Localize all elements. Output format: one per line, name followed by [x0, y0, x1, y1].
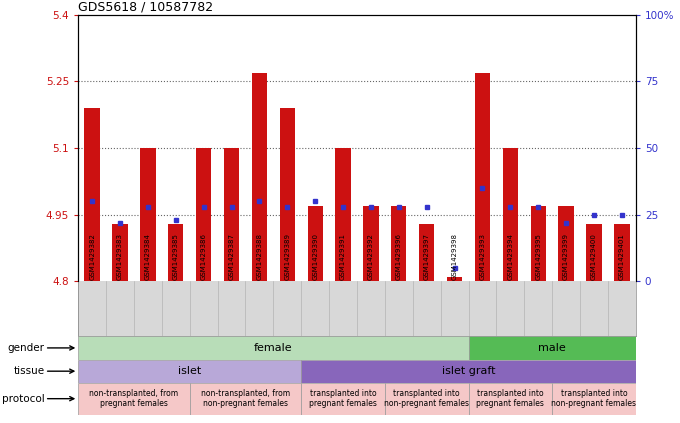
Text: protocol: protocol	[2, 394, 74, 404]
Text: non-transplanted, from
pregnant females: non-transplanted, from pregnant females	[89, 389, 179, 408]
Bar	[335, 148, 351, 281]
Bar	[363, 206, 379, 281]
Bar	[503, 148, 518, 281]
Bar	[586, 224, 602, 281]
Text: female: female	[254, 343, 292, 353]
Bar	[301, 383, 385, 415]
Bar	[224, 148, 239, 281]
Bar	[614, 224, 630, 281]
Bar	[196, 148, 211, 281]
Text: male: male	[539, 343, 566, 353]
Bar	[558, 206, 574, 281]
Text: transplanted into
pregnant females: transplanted into pregnant females	[309, 389, 377, 408]
Bar	[447, 277, 462, 281]
Bar	[252, 73, 267, 281]
Bar	[391, 206, 407, 281]
Bar	[385, 383, 469, 415]
Bar	[279, 108, 295, 281]
Bar	[78, 336, 469, 360]
Text: transplanted into
pregnant females: transplanted into pregnant females	[477, 389, 544, 408]
Text: transplanted into
non-pregnant females: transplanted into non-pregnant females	[384, 389, 469, 408]
Text: islet graft: islet graft	[442, 366, 495, 376]
Bar	[419, 224, 435, 281]
Bar	[84, 108, 100, 281]
Bar	[112, 224, 128, 281]
Bar	[301, 360, 636, 383]
Bar	[140, 148, 156, 281]
Text: GDS5618 / 10587782: GDS5618 / 10587782	[78, 1, 214, 14]
Text: gender: gender	[7, 343, 74, 353]
Bar	[78, 360, 301, 383]
Text: tissue: tissue	[14, 366, 74, 376]
Bar	[168, 224, 184, 281]
Text: non-transplanted, from
non-pregnant females: non-transplanted, from non-pregnant fema…	[201, 389, 290, 408]
Bar	[530, 206, 546, 281]
Bar	[469, 336, 636, 360]
Bar	[307, 206, 323, 281]
Bar	[78, 383, 190, 415]
Bar	[469, 383, 552, 415]
Text: transplanted into
non-pregnant females: transplanted into non-pregnant females	[551, 389, 636, 408]
Bar	[190, 383, 301, 415]
Bar	[552, 383, 636, 415]
Bar	[475, 73, 490, 281]
Text: islet: islet	[178, 366, 201, 376]
